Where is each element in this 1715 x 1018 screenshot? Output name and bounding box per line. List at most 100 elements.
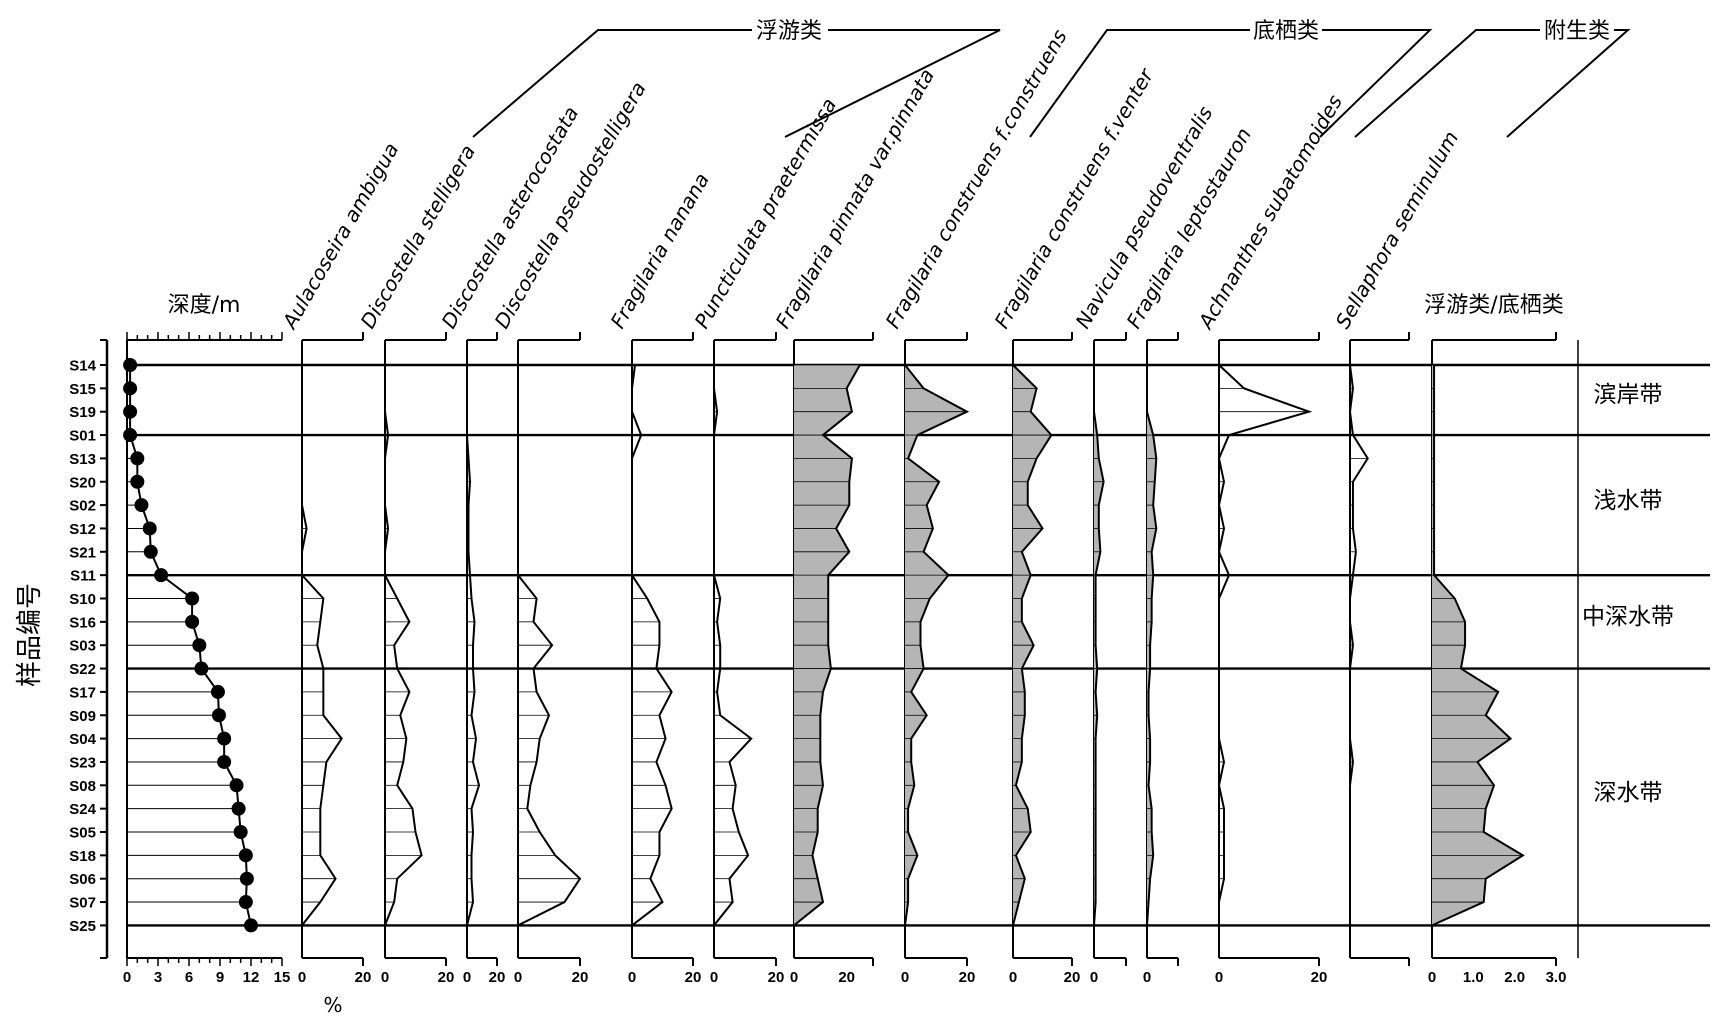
- sample-label: S05: [69, 825, 96, 842]
- series-line: [1146, 365, 1158, 926]
- depth-point: [217, 731, 232, 746]
- depth-point: [142, 521, 157, 536]
- sample-label: S12: [69, 521, 96, 538]
- x-tick-label: 0: [710, 969, 718, 986]
- sample-label: S13: [69, 451, 96, 468]
- sample-label: S01: [69, 428, 96, 445]
- depth-point: [123, 404, 138, 419]
- series-line: [301, 365, 343, 927]
- x-tick-label: 20: [1064, 969, 1081, 986]
- column-10: 0 20: [1009, 332, 1081, 986]
- depth-point: [238, 895, 253, 910]
- sample-label: S08: [69, 778, 96, 795]
- column-9: 0 20: [901, 332, 975, 986]
- depth-point: [154, 568, 169, 583]
- x-tick-label: 20: [685, 969, 702, 986]
- column-6: 0 20: [628, 332, 702, 986]
- column-8: 0 20: [790, 332, 874, 986]
- column-15: 0 1.0 2.0 3.0: [1428, 332, 1567, 986]
- x-tick-label: 0: [1009, 969, 1017, 986]
- x-tick-label: 0: [901, 969, 909, 986]
- x-tick-label: 0: [790, 969, 798, 986]
- group-label: 附生类: [1544, 19, 1610, 44]
- depth-point: [123, 428, 138, 443]
- x-tick-label: 12: [243, 969, 260, 986]
- column-13: 0 20: [1215, 332, 1328, 986]
- column-14: [1348, 332, 1410, 966]
- column-12: 0: [1143, 332, 1179, 986]
- x-tick-label: 20: [768, 969, 785, 986]
- group-bracket-right: [1319, 29, 1433, 138]
- group-label: 底栖类: [1253, 19, 1319, 44]
- depth-point: [185, 614, 200, 629]
- depth-point: [217, 754, 232, 769]
- sample-label: S22: [69, 661, 96, 678]
- group-bracket-left: [1029, 29, 1250, 138]
- depth-point: [229, 778, 244, 793]
- series-line: [466, 365, 481, 926]
- sample-label: S21: [69, 544, 96, 561]
- sample-label: S14: [69, 358, 96, 375]
- depth-point: [123, 358, 138, 372]
- column-11: 0: [1090, 332, 1127, 986]
- group-bracket-right: [1506, 29, 1631, 138]
- depth-point: [233, 825, 248, 839]
- depth-point: [239, 871, 254, 886]
- sample-label: S16: [69, 614, 96, 631]
- sample-label: S11: [70, 568, 96, 585]
- x-tick-label: 0: [381, 969, 389, 986]
- x-tick-label: 20: [1311, 969, 1328, 986]
- group-bracket-left: [472, 29, 752, 138]
- x-tick-label: 0: [1428, 969, 1436, 986]
- x-tick-label: 6: [185, 969, 193, 986]
- column-2: 0 20: [298, 332, 372, 986]
- depth-point: [143, 544, 158, 559]
- sample-label: S17: [69, 684, 96, 701]
- series-line: [631, 364, 673, 927]
- series-line: [384, 365, 423, 926]
- x-tick-label: 1.0: [1463, 969, 1484, 986]
- sample-label: S03: [69, 638, 96, 655]
- sample-label: S24: [69, 801, 96, 818]
- series-line: [1217, 364, 1313, 926]
- depth-point: [130, 451, 145, 466]
- depth-point: [211, 708, 226, 723]
- column-5: 0 20: [514, 332, 588, 986]
- x-tick-label: 0: [1143, 969, 1151, 986]
- depth-point: [210, 684, 225, 699]
- depth-point: [134, 498, 149, 513]
- depth-point: [123, 381, 138, 396]
- x-tick-label: 0: [628, 969, 636, 986]
- taxon-name: Puncticulata praetermissa: [690, 94, 842, 333]
- x-tick-label: 0: [463, 969, 471, 986]
- zone-label: 浅水带: [1594, 488, 1663, 514]
- x-tick-label: 0: [123, 969, 131, 986]
- depth-point: [244, 918, 258, 933]
- series-line: [1431, 365, 1525, 927]
- depth-point: [238, 848, 253, 863]
- sample-label: S07: [69, 895, 96, 912]
- sample-label: S19: [69, 404, 96, 421]
- x-tick-label: 20: [355, 969, 372, 986]
- sample-label: S23: [69, 754, 96, 771]
- x-tick-label: 20: [838, 969, 855, 986]
- sample-label: S25: [69, 918, 96, 935]
- taxon-name: Fragilaria construens f.construens: [881, 25, 1072, 332]
- x-tick-label: 0: [1215, 969, 1223, 986]
- sample-label: S09: [69, 708, 96, 725]
- sample-label: S06: [69, 871, 96, 888]
- series-line: [517, 365, 582, 927]
- series-line: [1348, 364, 1369, 926]
- x-tick-label: 0: [514, 969, 522, 986]
- sample-label: S04: [69, 731, 96, 748]
- taxon-name: Achnanthes subatomoides: [1193, 91, 1347, 335]
- series-line: [904, 364, 970, 926]
- x-tick-label: 3: [154, 969, 162, 986]
- sample-label: S10: [69, 591, 96, 608]
- depth-point: [192, 638, 207, 653]
- x-tick-label: 3.0: [1546, 969, 1567, 986]
- sample-label: S20: [69, 474, 96, 491]
- column-1: 0 3 6 9 12 15: [123, 332, 290, 986]
